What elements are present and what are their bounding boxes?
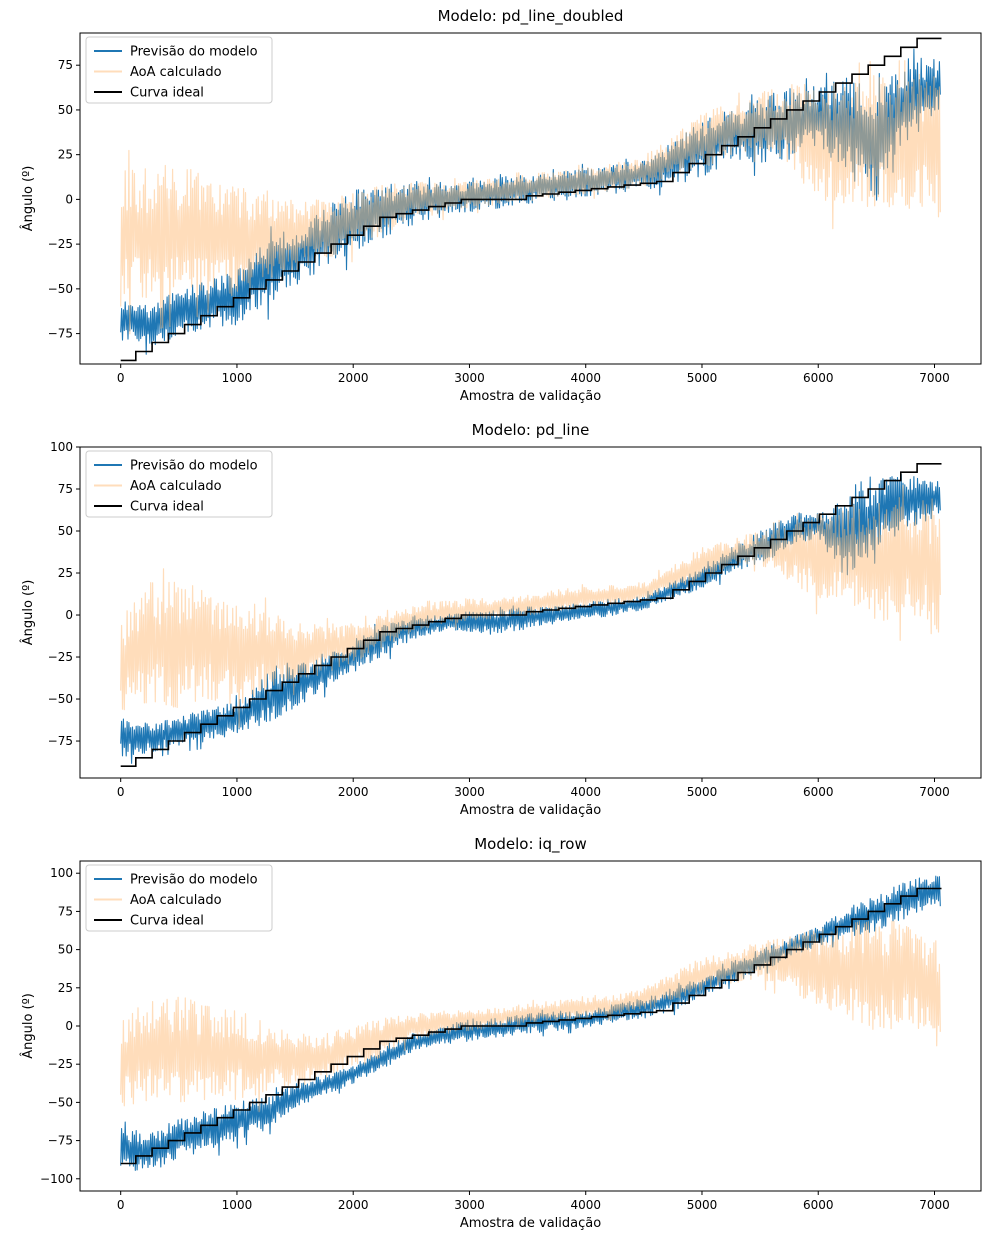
y-tick-label: −50: [48, 692, 73, 706]
y-tick-label: 25: [58, 148, 73, 162]
series-curva-ideal: [120, 37, 942, 362]
x-tick-label: 5000: [687, 371, 718, 385]
plot-area: [120, 875, 942, 1171]
legend-label: AoA calculado: [130, 479, 222, 494]
x-axis-label: Amostra de validação: [460, 389, 601, 404]
chart-panel: 0 1000 2000 3000 4000 5000 6000 7000−100−75−50−…: [20, 835, 982, 1231]
y-tick-label: 100: [50, 440, 73, 454]
y-tick-label: 0: [65, 192, 73, 206]
axes-frame: [79, 32, 982, 365]
legend-label: Previsão do modelo: [130, 45, 258, 60]
legend-box: [85, 450, 273, 518]
y-tick-label: 0: [65, 608, 73, 622]
legend: Previsão do modelo AoA calculado Curva ide…: [85, 864, 273, 932]
x-tick-label: 1000: [222, 785, 253, 799]
series-curva-ideal: [120, 887, 942, 1165]
plot-area: [120, 37, 942, 362]
legend: Previsão do modelo AoA calculado Curva ide…: [85, 36, 273, 104]
x-tick-label: 7000: [919, 1198, 950, 1212]
y-tick-label: 25: [58, 981, 73, 995]
chart-title: Modelo: pd_line_doubled: [438, 7, 624, 26]
x-tick-label: 4000: [570, 785, 601, 799]
legend-label: Previsão do modelo: [130, 873, 258, 888]
y-tick-label: −50: [48, 282, 73, 296]
x-tick-label: 6000: [803, 1198, 834, 1212]
y-axis-label: Ângulo (º): [20, 166, 36, 232]
x-tick-label: 5000: [687, 785, 718, 799]
y-axis-label: Ângulo (º): [20, 993, 36, 1059]
y-tick-label: −50: [48, 1095, 73, 1109]
x-tick-label: 2000: [338, 371, 369, 385]
chart-panel: 0 1000 2000 3000 4000 5000 6000 7000 −75 −50 −25 0 2…: [20, 421, 982, 818]
x-tick-label: 7000: [919, 785, 950, 799]
y-tick-label: 25: [58, 566, 73, 580]
y-tick-label: −75: [48, 1134, 73, 1148]
x-tick-label: 1000: [222, 371, 253, 385]
x-axis-label: Amostra de validação: [460, 803, 601, 818]
x-tick-label: 7000: [919, 371, 950, 385]
y-tick-label: 75: [58, 482, 73, 496]
y-tick-label: 75: [58, 904, 73, 918]
series-aoa-calculado: [120, 60, 941, 335]
plot-area: [120, 463, 942, 767]
x-tick-label: 6000: [803, 371, 834, 385]
y-tick-label: −25: [48, 650, 73, 664]
y-tick-label: 50: [58, 943, 73, 957]
legend-label: AoA calculado: [130, 65, 222, 80]
legend-box: [85, 36, 273, 104]
x-tick-label: 0: [117, 371, 125, 385]
y-tick-label: 0: [65, 1019, 73, 1033]
y-tick-label: −100: [40, 1172, 73, 1186]
chart-panel: 0 1000 2000 3000 4000 5000 6000 7000 −75 −50 −25 0 2…: [20, 7, 982, 404]
x-tick-label: 6000: [803, 785, 834, 799]
y-tick-label: −75: [48, 327, 73, 341]
x-tick-label: 3000: [454, 1198, 485, 1212]
y-tick-label: 75: [58, 58, 73, 72]
x-tick-label: 1000: [222, 1198, 253, 1212]
x-tick-label: 2000: [338, 785, 369, 799]
chart-title: Modelo: pd_line: [472, 421, 590, 440]
y-tick-label: 100: [50, 866, 73, 880]
legend-label: AoA calculado: [130, 893, 222, 908]
y-tick-label: −75: [48, 734, 73, 748]
y-tick-label: −25: [48, 1057, 73, 1071]
x-tick-label: 4000: [570, 371, 601, 385]
y-tick-label: 50: [58, 103, 73, 117]
series-aoa-calculado: [120, 485, 941, 729]
x-tick-label: 3000: [454, 371, 485, 385]
legend-label: Previsão do modelo: [130, 459, 258, 474]
legend-label: Curva ideal: [130, 86, 204, 101]
chart-title: Modelo: iq_row: [474, 835, 587, 854]
y-tick-label: 50: [58, 524, 73, 538]
y-axis-label: Ângulo (º): [20, 580, 36, 646]
axes-frame: [79, 446, 982, 779]
x-tick-label: 0: [117, 1198, 125, 1212]
y-tick-label: −25: [48, 237, 73, 251]
x-tick-label: 0: [117, 785, 125, 799]
legend-box: [85, 864, 273, 932]
legend-label: Curva ideal: [130, 914, 204, 929]
series-previsao-modelo: [120, 473, 941, 764]
x-tick-label: 2000: [338, 1198, 369, 1212]
x-tick-label: 3000: [454, 785, 485, 799]
series-curva-ideal: [120, 463, 942, 767]
series-aoa-calculado: [120, 920, 941, 1113]
x-axis-label: Amostra de validação: [460, 1216, 601, 1231]
x-tick-label: 4000: [570, 1198, 601, 1212]
legend-label: Curva ideal: [130, 500, 204, 515]
legend: Previsão do modelo AoA calculado Curva ide…: [85, 450, 273, 518]
x-tick-label: 5000: [687, 1198, 718, 1212]
